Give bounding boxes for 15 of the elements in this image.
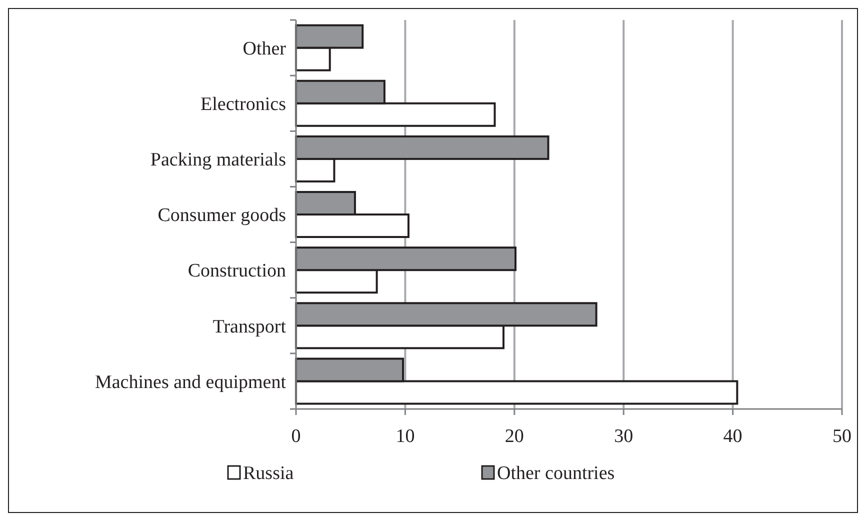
x-tick-label: 40 [723,426,742,447]
x-tick-label: 0 [291,426,301,447]
legend-label: Other countries [497,463,615,484]
y-tick-label: Other [242,38,287,60]
y-tick-label: Transport [212,316,287,338]
y-tick-label: Electronics [200,94,286,116]
y-tick-label: Machines and equipment [94,372,287,393]
y-tick-label: Packing materials [150,150,286,171]
legend-label: Russia [243,463,294,484]
y-tick-label: Construction [188,260,286,282]
y-tick-label: Consumer goods [158,205,286,226]
x-tick-label: 30 [614,426,634,447]
x-tick-label: 10 [396,426,415,447]
x-tick-label: 50 [832,426,852,447]
x-tick-label: 20 [504,426,524,447]
